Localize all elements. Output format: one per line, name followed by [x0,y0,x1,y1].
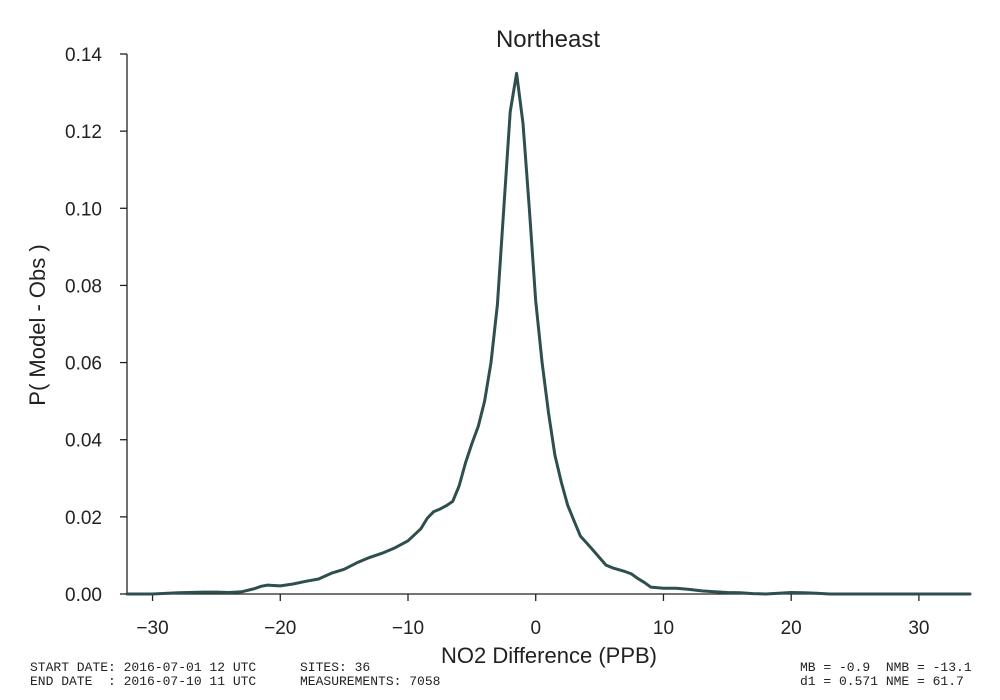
plot-area: 0.00 0.02 0.04 0.06 0.08 0.10 0.12 0.14 −30 −20 −1… [65,45,972,639]
x-tick-label: 10 [653,618,674,639]
measurements-text: MEASUREMENTS: 7058 [300,674,440,689]
y-tick-label: 0.12 [65,122,102,143]
y-tick-label: 0.10 [65,199,102,220]
y-tick-label: 0.00 [65,585,102,606]
x-axis-label: NO2 Difference (PPB) [441,643,657,668]
y-tick-label: 0.08 [65,276,102,297]
x-tick-label: −20 [264,618,296,639]
x-tick-label: 0 [530,618,541,639]
x-tick-label: 20 [781,618,802,639]
stats-line-1: MB = -0.9 NMB = -13.1 [800,660,972,675]
chart-title: Northeast [496,26,600,53]
start-date-text: START DATE: 2016-07-01 12 UTC [30,660,256,675]
stats-line-2: d1 = 0.571 NME = 61.7 [800,674,964,689]
density-line [125,71,972,596]
y-tick-label: 0.02 [65,508,102,529]
x-tick-label: −30 [136,618,168,639]
y-axis-label: P( Model - Obs ) [25,244,50,405]
end-date-text: END DATE : 2016-07-10 11 UTC [30,674,256,689]
y-tick-label: 0.04 [65,431,102,452]
y-tick-label: 0.06 [65,354,102,375]
x-tick-label: 30 [908,618,929,639]
x-tick-label: −10 [392,618,424,639]
sites-text: SITES: 36 [300,660,370,675]
y-tick-label: 0.14 [65,45,102,66]
